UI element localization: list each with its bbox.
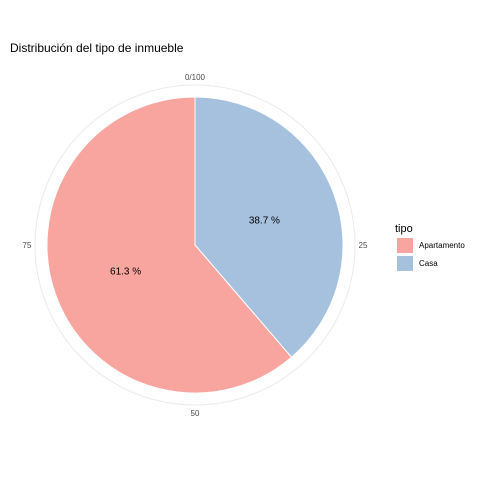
tick-label: 0/100 xyxy=(185,73,206,82)
chart-title: Distribución del tipo de inmueble xyxy=(10,41,184,55)
slice-labels: 38.7 % 61.3 % xyxy=(110,215,280,277)
legend: tipo Apartamento Casa xyxy=(395,223,465,271)
grid-ring xyxy=(34,84,356,406)
polar-grid xyxy=(34,84,356,406)
slice-label: 38.7 % xyxy=(249,215,280,226)
tick-label: 50 xyxy=(191,409,200,418)
legend-label: Casa xyxy=(419,259,438,268)
angle-ticks: 0/100 25 50 75 xyxy=(23,73,368,418)
slice-label: 61.3 % xyxy=(110,267,141,278)
legend-label: Apartamento xyxy=(419,241,465,250)
legend-title: tipo xyxy=(395,223,413,235)
pie-slices xyxy=(46,96,344,394)
tick-label: 75 xyxy=(23,241,32,250)
tick-label: 25 xyxy=(359,241,368,250)
pie-slice-casa xyxy=(194,96,344,358)
legend-key-apartamento xyxy=(397,238,413,253)
pie-slice-apartamento xyxy=(46,96,293,394)
legend-key-casa xyxy=(397,256,413,271)
